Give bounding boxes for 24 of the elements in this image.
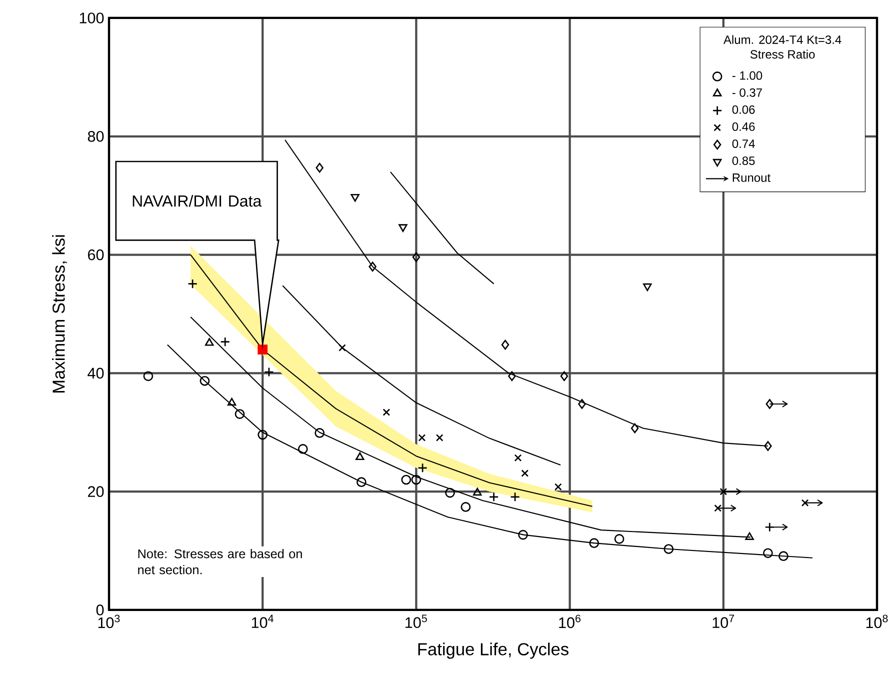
- annotation: Runout: [732, 174, 770, 182]
- legend-label: 0.06: [732, 105, 755, 114]
- legend-label: 0.74: [732, 139, 755, 148]
- annotation: Note: Stresses are based on net section.: [138, 548, 302, 574]
- y-tick-label: 0: [96, 604, 104, 616]
- y-axis-title: Maximum Stress, ksi: [52, 235, 67, 392]
- x-tick-label: 10$^{7}$: [712, 614, 734, 628]
- x-axis-title: Fatigue Life, Cycles: [418, 642, 568, 659]
- annotation: NAVAIR/DMI Data: [132, 194, 262, 207]
- legend-label: - 0.37: [732, 88, 762, 97]
- legend-label: 0.85: [732, 156, 755, 166]
- x-tick-label: 10$^{4}$: [252, 614, 274, 628]
- y-tick-label: 100: [80, 12, 104, 24]
- x-tick-label: 10$^{6}$: [559, 614, 581, 628]
- y-tick-label: 80: [88, 130, 104, 142]
- y-tick-label: 40: [88, 368, 104, 379]
- legend-label: - 1.00: [732, 71, 762, 80]
- y-tick-label: 60: [88, 249, 104, 260]
- legend-label: 0.46: [732, 122, 755, 131]
- x-tick-label: 10$^{8}$: [866, 614, 888, 628]
- x-tick-label: 10$^{3}$: [98, 614, 120, 628]
- legend-title: Alum. 2024-T4 Kt=3.4 Stress Ratio: [723, 35, 842, 59]
- x-tick-label: 10$^{5}$: [406, 614, 427, 628]
- y-tick-label: 20: [88, 486, 104, 498]
